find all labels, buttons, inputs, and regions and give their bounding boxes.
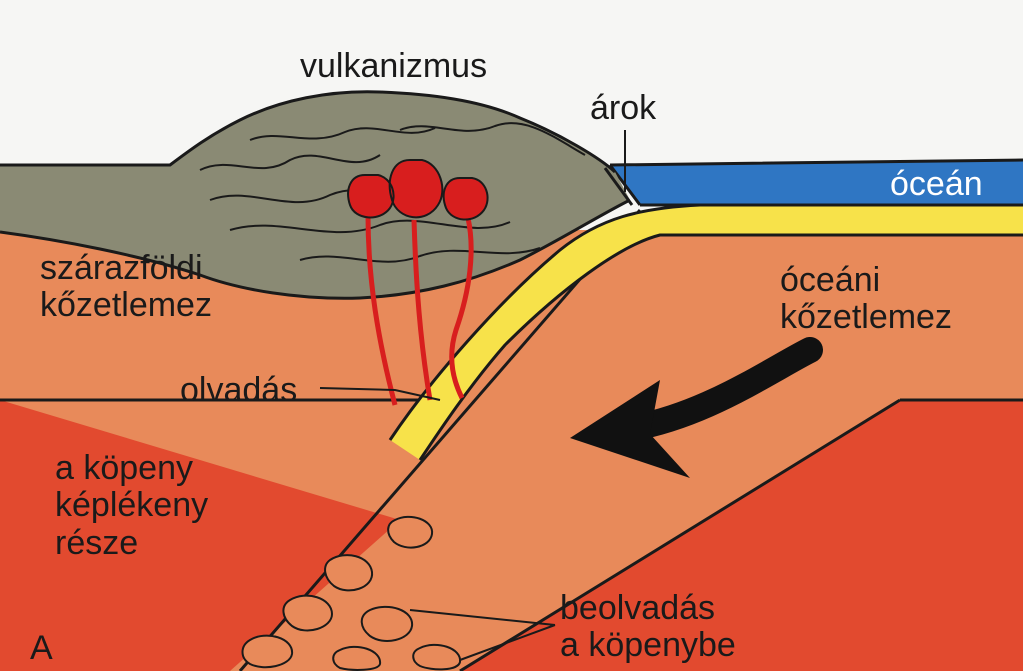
label-arok: árok <box>590 90 656 127</box>
label-oceani: óceáni kőzetlemez <box>780 262 952 337</box>
label-ocean: óceán <box>890 166 983 203</box>
label-beolvadas: beolvadás a köpenybe <box>560 590 736 665</box>
diagram-stage: vulkanizmus árok óceán szárazföldi kőzet… <box>0 0 1023 671</box>
label-olvadas: olvadás <box>180 372 297 409</box>
label-szarazfoldi: szárazföldi kőzetlemez <box>40 250 212 325</box>
label-corner-a: A <box>30 630 53 667</box>
label-kopeny: a köpeny képlékeny része <box>55 450 208 562</box>
label-vulkanizmus: vulkanizmus <box>300 48 487 85</box>
